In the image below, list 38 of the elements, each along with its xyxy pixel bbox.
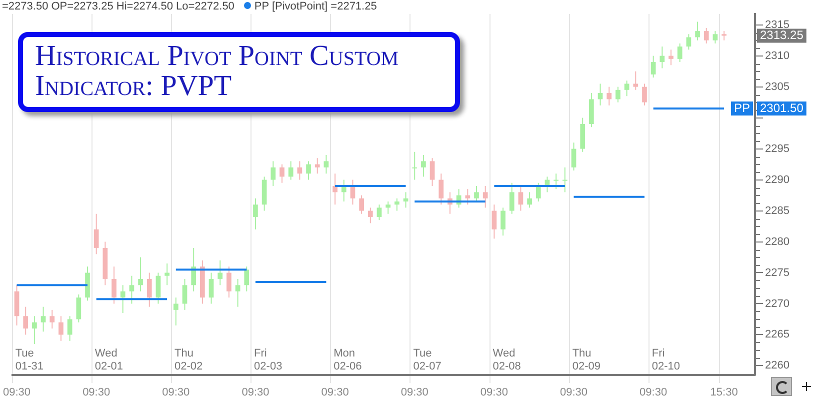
annotation: Tue 02-07: [413, 348, 442, 373]
y-tick-label: 2290: [765, 174, 790, 186]
annotation: Wed 02-01: [94, 348, 124, 373]
y-tick-label: 2270: [765, 298, 790, 310]
x-tick-label: 15:30: [710, 386, 738, 399]
annotation: Thu 02-09: [572, 348, 600, 373]
y-tick-label: 2315: [765, 18, 790, 31]
y-tick-label: 2260: [765, 360, 790, 372]
text: PP [PivotPoint] =2271.25: [254, 0, 377, 13]
y-tick-label: 2285: [765, 204, 790, 217]
y-tick-label: 2265: [765, 328, 790, 341]
text: 2313.25: [760, 28, 804, 42]
x-tick-label: 09:30: [480, 386, 508, 399]
x-tick-label: 09:30: [162, 386, 190, 399]
annotation: Tue 01-31: [15, 348, 44, 373]
annotation: Thu 02-02: [174, 348, 203, 373]
text: Historical Pivot Point Custom Indicator: PVPT: [18, 32, 460, 112]
legend-label: PP: [734, 100, 750, 115]
y-tick-label: 2310: [765, 50, 790, 62]
annotation: Wed 02-08: [492, 348, 521, 373]
y-tick-label: 2280: [765, 236, 790, 248]
annotation: Fri 02-10: [652, 348, 680, 373]
annotation: Fri 02-03: [254, 348, 282, 373]
x-tick-label: 09:30: [400, 386, 428, 399]
candlestick: [562, 167, 568, 192]
y-tick-label: 2305: [765, 80, 790, 93]
y-tick-label: 2295: [765, 142, 790, 155]
annotation: Mon 02-06: [334, 348, 362, 373]
y-tick-label: 2275: [765, 266, 790, 279]
x-tick-label: 09:30: [82, 386, 110, 399]
x-tick-label: 09:30: [640, 386, 668, 399]
x-tick-label: 09:30: [560, 386, 588, 399]
text: =2273.50 OP=2273.25 Hi=2274.50 Lo=2272.50: [2, 0, 234, 13]
x-tick-label: 09:30: [321, 386, 349, 399]
candlestick: [412, 152, 418, 180]
x-tick-label: 09:30: [242, 386, 270, 399]
x-tick-label: 09:30: [3, 386, 31, 399]
text: 2301.50: [760, 100, 804, 115]
